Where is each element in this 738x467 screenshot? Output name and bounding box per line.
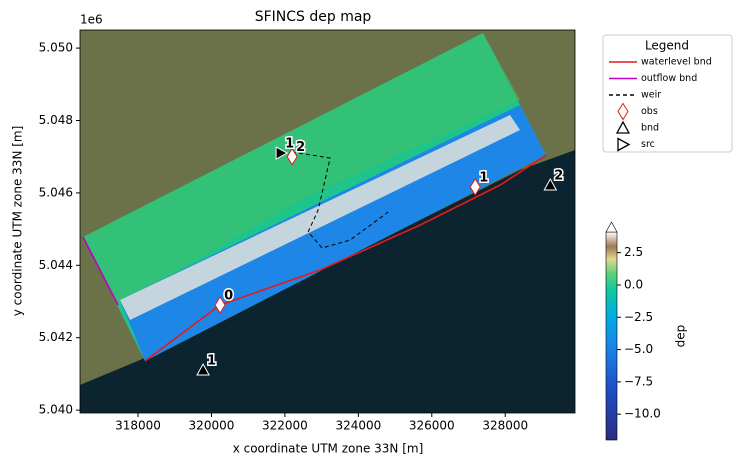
x-tick-label: 326000 (409, 419, 455, 433)
legend-box (602, 34, 733, 153)
y-tick-label: 5.040 (39, 403, 73, 417)
legend-label: weir (641, 90, 661, 101)
y-tick-label: 5.048 (39, 113, 73, 127)
x-tick-label: 318000 (115, 419, 161, 433)
legend-label: waterlevel bnd (641, 57, 712, 68)
colorbar-label: dep (674, 325, 688, 348)
boundary-line (82, 236, 119, 306)
marker-label: 1 (285, 137, 294, 152)
x-tick-label: 320000 (189, 419, 235, 433)
colorbar-tick-label: −7.5 (624, 374, 653, 388)
marker-label: 1 (207, 353, 216, 368)
x-tick-label: 328000 (482, 419, 528, 433)
y-tick-label: 5.050 (39, 41, 73, 55)
y-tick-label: 5.046 (39, 185, 73, 199)
x-tick-label: 322000 (262, 419, 308, 433)
colorbar-tick-label: 0.0 (624, 277, 643, 291)
legend-label: outflow bnd (641, 73, 697, 84)
y-axis-label: y coordinate UTM zone 33N [m] (11, 126, 25, 317)
x-tick-label: 324000 (335, 419, 381, 433)
obs-marker (214, 296, 226, 314)
legend-label: src (641, 139, 655, 150)
axes-frame (79, 29, 576, 414)
obs-marker (469, 178, 481, 196)
y-tick-label: 5.042 (39, 330, 73, 344)
colorbar-extend (605, 221, 618, 233)
legend-handle (617, 137, 631, 152)
legend-label: bnd (641, 123, 659, 134)
legend-handle (615, 120, 631, 134)
colorbar (605, 231, 618, 441)
marker-label: 2 (554, 169, 563, 184)
boundary-line (292, 151, 389, 249)
bnd-marker (196, 362, 210, 376)
y-offset-label: 1e6 (80, 13, 103, 27)
obs-marker (286, 147, 298, 166)
basemap (80, 30, 575, 413)
dep-beach (120, 115, 520, 320)
chart-title: SFINCS dep map (255, 9, 372, 25)
legend-handle (617, 102, 629, 121)
dep-land (83, 33, 520, 305)
x-axis-label: x coordinate UTM zone 33N [m] (233, 442, 424, 456)
colorbar-tick-label: −10.0 (624, 407, 661, 421)
marker-label: 2 (296, 140, 305, 155)
marker-label: 1 (479, 171, 488, 186)
y-tick-label: 5.044 (39, 258, 73, 272)
marker-label: 0 (224, 289, 233, 304)
boundary-line (144, 154, 547, 362)
colorbar-tick-label: −2.5 (624, 310, 653, 324)
bnd-marker (543, 177, 558, 191)
colorbar-tick-label: −5.0 (624, 342, 653, 356)
legend-title: Legend (645, 39, 689, 53)
colorbar-tick-label: 2.5 (624, 245, 643, 259)
plot-area (82, 151, 547, 362)
src-marker (275, 146, 289, 160)
legend-label: obs (641, 106, 658, 117)
